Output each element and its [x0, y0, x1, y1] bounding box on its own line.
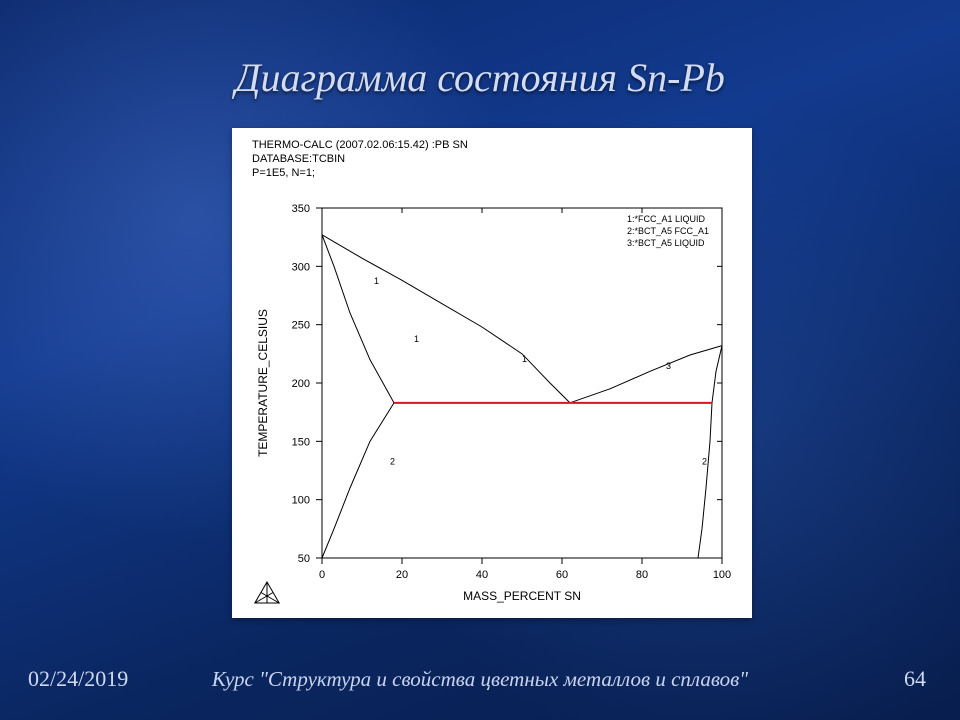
phase-curve: [570, 346, 722, 403]
x-tick-label: 0: [319, 569, 325, 581]
phase-curve: [712, 346, 722, 403]
chart-header-line: THERMO-CALC (2007.02.06:15.42) :PB SN: [252, 139, 468, 151]
y-tick-label: 300: [292, 261, 310, 273]
legend-item: 1:*FCC_A1 LIQUID: [627, 214, 706, 224]
plot-frame: [322, 208, 722, 558]
x-tick-label: 100: [713, 569, 731, 581]
y-tick-label: 350: [292, 203, 310, 215]
y-tick-label: 100: [292, 495, 310, 507]
slide: Диаграмма состояния Sn-Pb THERMO-CALC (2…: [0, 0, 960, 720]
x-tick-label: 60: [556, 569, 568, 581]
chart-panel: THERMO-CALC (2007.02.06:15.42) :PB SN DAT…: [232, 128, 752, 618]
curve-tag: 1: [522, 354, 527, 364]
legend-item: 3:*BCT_A5 LIQUID: [627, 238, 705, 248]
page-title: Диаграмма состояния Sn-Pb: [0, 54, 960, 101]
curve-tag: 1: [374, 276, 379, 286]
y-tick-label: 250: [292, 320, 310, 332]
footer-course: Курс "Структура и свойства цветных метал…: [0, 667, 960, 692]
phase-curve: [322, 235, 394, 403]
legend-item: 2:*BCT_A5 FCC_A1: [627, 226, 709, 236]
y-tick-label: 200: [292, 378, 310, 390]
y-tick-label: 50: [298, 553, 310, 565]
y-tick-label: 150: [292, 436, 310, 448]
x-tick-label: 40: [476, 569, 488, 581]
x-tick-label: 80: [636, 569, 648, 581]
phase-diagram-chart: THERMO-CALC (2007.02.06:15.42) :PB SN DAT…: [232, 128, 752, 618]
curve-tag: 2: [702, 457, 707, 467]
footer-page-number: 64: [904, 666, 926, 692]
x-tick-label: 20: [396, 569, 408, 581]
y-axis-label: TEMPERATURE_CELSIUS: [256, 309, 270, 457]
curve-tag: 3: [666, 361, 671, 371]
phase-curve: [698, 403, 712, 558]
chart-header-line: P=1E5, N=1;: [252, 167, 315, 179]
curve-tag: 1: [414, 334, 419, 344]
chart-header-line: DATABASE:TCBIN: [252, 153, 345, 165]
x-axis-label: MASS_PERCENT SN: [463, 589, 581, 603]
phase-curve: [322, 235, 570, 403]
phase-curve: [322, 403, 394, 558]
curve-tag: 2: [390, 457, 395, 467]
